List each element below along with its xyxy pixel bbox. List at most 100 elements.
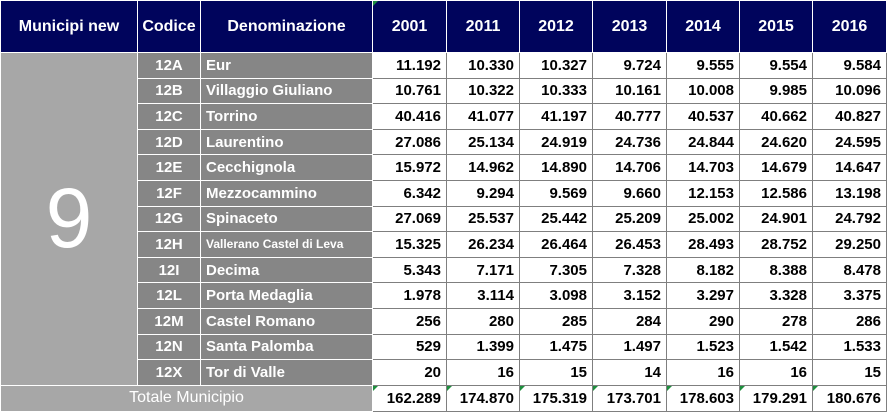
population-value: 40.662 xyxy=(739,103,813,130)
header-codice: Codice xyxy=(137,0,201,53)
zone-code: 12E xyxy=(137,154,201,181)
population-value: 29.250 xyxy=(812,231,887,258)
population-value: 1.497 xyxy=(592,333,667,361)
zone-name: Torrino xyxy=(200,103,373,130)
total-value-text: 162.289 xyxy=(386,389,441,407)
population-value: 9.554 xyxy=(739,52,813,79)
population-value: 10.096 xyxy=(812,77,887,105)
zone-name: Decima xyxy=(200,256,373,284)
header-denominazione: Denominazione xyxy=(200,0,373,53)
total-value: 179.291 xyxy=(739,384,813,412)
population-value: 285 xyxy=(519,307,593,335)
cell-marker-icon xyxy=(447,386,452,391)
total-value-text: 175.319 xyxy=(532,389,587,407)
population-value: 14.962 xyxy=(446,154,520,181)
population-value: 24.901 xyxy=(739,205,813,233)
population-value: 15 xyxy=(519,359,593,386)
population-value: 8.388 xyxy=(739,256,813,284)
population-value: 10.322 xyxy=(446,77,520,105)
total-value-text: 180.676 xyxy=(826,389,881,407)
population-value: 1.475 xyxy=(519,333,593,361)
population-value: 278 xyxy=(739,307,813,335)
population-value: 24.844 xyxy=(666,128,740,156)
table-row: 12I Decima 5.343 7.171 7.305 7.328 8.182 8.388 8… xyxy=(1,256,887,284)
population-value: 24.736 xyxy=(592,128,667,156)
population-value: 24.620 xyxy=(739,128,813,156)
population-value: 24.919 xyxy=(519,128,593,156)
cell-marker-icon xyxy=(813,386,818,391)
population-value: 15.325 xyxy=(372,231,447,258)
population-value: 15.972 xyxy=(372,154,447,181)
population-value: 40.416 xyxy=(372,103,447,130)
zone-name: Porta Medaglia xyxy=(200,282,373,309)
population-value: 3.098 xyxy=(519,282,593,309)
table-row: 12N Santa Palomba 529 1.399 1.475 1.497 1.523 1… xyxy=(1,333,887,361)
population-value: 256 xyxy=(372,307,447,335)
population-value: 9.294 xyxy=(446,179,520,207)
population-value: 1.978 xyxy=(372,282,447,309)
population-value: 5.343 xyxy=(372,256,447,284)
header-year: 2012 xyxy=(519,0,593,53)
total-value-text: 178.603 xyxy=(679,389,734,407)
population-value: 7.328 xyxy=(592,256,667,284)
cell-marker-icon xyxy=(373,1,378,6)
population-value: 25.002 xyxy=(666,205,740,233)
population-value: 14.706 xyxy=(592,154,667,181)
zone-code: 12H xyxy=(137,231,201,258)
zone-name: Santa Palomba xyxy=(200,333,373,361)
population-value: 16 xyxy=(739,359,813,386)
population-value: 6.342 xyxy=(372,179,447,207)
population-value: 286 xyxy=(812,307,887,335)
header-year-label: 2001 xyxy=(391,17,428,35)
population-value: 24.595 xyxy=(812,128,887,156)
population-value: 284 xyxy=(592,307,667,335)
population-value: 10.330 xyxy=(446,52,520,79)
zone-name: Villaggio Giuliano xyxy=(200,77,373,105)
population-value: 16 xyxy=(446,359,520,386)
population-value: 40.537 xyxy=(666,103,740,130)
population-value: 10.333 xyxy=(519,77,593,105)
cell-marker-icon xyxy=(667,386,672,391)
population-value: 41.077 xyxy=(446,103,520,130)
total-value: 178.603 xyxy=(666,384,740,412)
total-value-text: 179.291 xyxy=(752,389,807,407)
zone-name: Vallerano Castel di Leva xyxy=(200,231,373,258)
zone-code: 12D xyxy=(137,128,201,156)
population-value: 25.209 xyxy=(592,205,667,233)
zone-name: Spinaceto xyxy=(200,205,373,233)
population-value: 3.375 xyxy=(812,282,887,309)
total-value: 162.289 xyxy=(372,384,447,412)
population-value: 11.192 xyxy=(372,52,447,79)
table-row: 12G Spinaceto 27.069 25.537 25.442 25.209 25.0… xyxy=(1,205,887,233)
total-value: 180.676 xyxy=(812,384,887,412)
population-value: 13.198 xyxy=(812,179,887,207)
table-row: 12M Castel Romano 256 280 285 284 290 278 286 xyxy=(1,307,887,335)
header-year: 2016 xyxy=(812,0,887,53)
population-value: 26.464 xyxy=(519,231,593,258)
zone-code: 12I xyxy=(137,256,201,284)
zone-name: Tor di Valle xyxy=(200,359,373,386)
zone-code: 12N xyxy=(137,333,201,361)
zone-code: 12G xyxy=(137,205,201,233)
population-value: 25.442 xyxy=(519,205,593,233)
population-value: 10.761 xyxy=(372,77,447,105)
population-value: 25.537 xyxy=(446,205,520,233)
zone-code: 12A xyxy=(137,52,201,79)
population-value: 27.069 xyxy=(372,205,447,233)
population-value: 14 xyxy=(592,359,667,386)
population-value: 20 xyxy=(372,359,447,386)
zone-name: Cecchignola xyxy=(200,154,373,181)
table-row: 12B Villaggio Giuliano 10.761 10.322 10.333 1… xyxy=(1,77,887,105)
table-row: 12F Mezzocammino 6.342 9.294 9.569 9.660 12.15… xyxy=(1,179,887,207)
total-value: 174.870 xyxy=(446,384,520,412)
population-value: 26.453 xyxy=(592,231,667,258)
population-value: 3.328 xyxy=(739,282,813,309)
header-row: Municipi new Codice Denominazione 2001 2… xyxy=(0,0,887,53)
table-row: 12E Cecchignola 15.972 14.962 14.890 14.706 14… xyxy=(1,154,887,181)
cell-marker-icon xyxy=(740,386,745,391)
population-value: 1.533 xyxy=(812,333,887,361)
population-value: 10.327 xyxy=(519,52,593,79)
population-value: 15 xyxy=(812,359,887,386)
population-value: 1.542 xyxy=(739,333,813,361)
